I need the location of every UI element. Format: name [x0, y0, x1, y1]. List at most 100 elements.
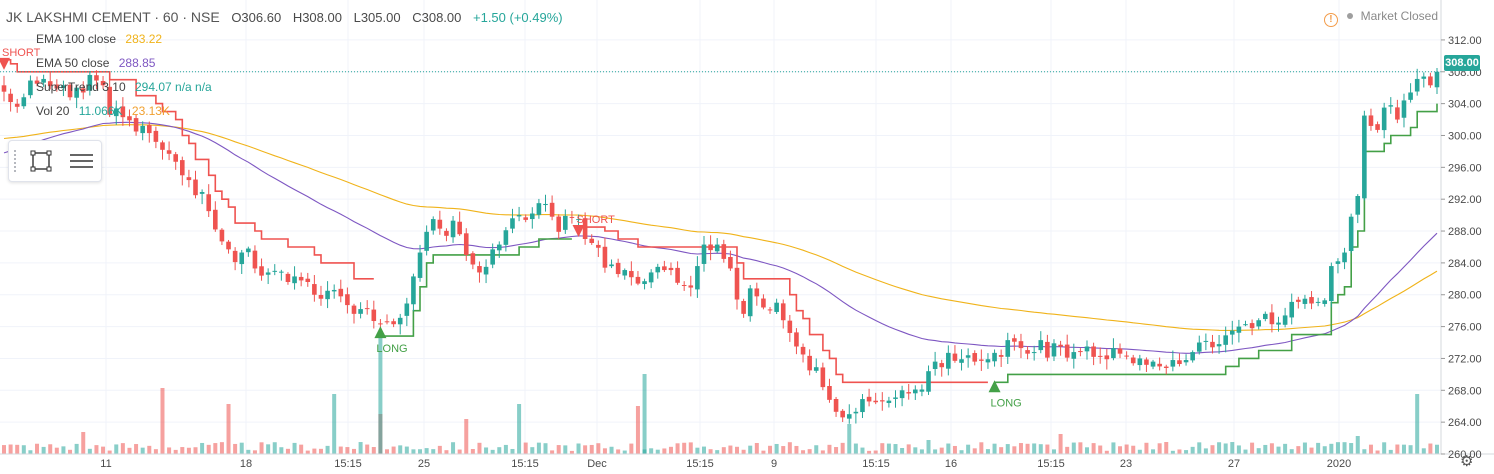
candle-body [1150, 361, 1156, 367]
candle-body [265, 272, 271, 275]
volume-bar [979, 442, 984, 454]
candle-body [675, 267, 680, 283]
candle-body [833, 399, 839, 412]
candle-body [1203, 340, 1209, 342]
candle-body [338, 288, 344, 297]
volume-bar [1005, 444, 1010, 454]
legend-ema50[interactable]: EMA 50 close 288.85 [36, 56, 155, 70]
candle-body [80, 88, 86, 93]
volume-bar [437, 445, 442, 454]
candle-body [1144, 359, 1149, 365]
candle-body [74, 87, 79, 98]
candle-body [767, 309, 773, 311]
drag-handle[interactable] [13, 149, 17, 173]
volume-bar [827, 444, 832, 454]
volume-bar [41, 446, 46, 454]
volume-bar [569, 450, 574, 454]
volume-bar [1098, 445, 1103, 454]
candle-body [926, 371, 931, 392]
volume-bar [1415, 394, 1420, 454]
candle-body [8, 93, 13, 103]
volume-bar [451, 442, 456, 454]
candle-body [153, 130, 159, 142]
y-tick-label: 288.00 [1448, 226, 1482, 238]
volume-bar [933, 449, 938, 454]
volume-bar [715, 450, 720, 454]
legend-label: EMA 100 close [36, 32, 117, 46]
volume-bar [312, 448, 317, 454]
volume-bar [1382, 442, 1387, 454]
candle-body [444, 230, 449, 236]
candle-body [1045, 341, 1050, 358]
candle-body [219, 229, 225, 242]
candle-body [1051, 343, 1057, 357]
candle-body [1091, 346, 1096, 357]
candle-body [998, 355, 1004, 357]
candle-body [642, 281, 647, 285]
candle-body [503, 230, 509, 245]
volume-bar [1316, 442, 1321, 454]
candle-body [1329, 266, 1334, 302]
volume-bar [1435, 444, 1439, 454]
candle-body [496, 244, 502, 251]
volume-bar [966, 444, 971, 454]
candle-body [549, 202, 555, 217]
volume-bar [563, 445, 568, 454]
volume-bar [378, 336, 383, 454]
volume-bar [616, 449, 621, 454]
candle-body [1368, 115, 1374, 126]
candle-body [490, 249, 495, 265]
candle-body [325, 290, 330, 300]
market-status-text: Market Closed [1360, 9, 1438, 23]
legend-supertrend[interactable]: SuperTrend 3 10 294.07 n/a n/a [36, 80, 212, 94]
candle-body [1190, 352, 1195, 361]
candle-body [1229, 330, 1235, 335]
drawing-toolbox [8, 140, 102, 182]
volume-bar [365, 444, 370, 454]
candle-body [529, 213, 535, 220]
candle-body [1381, 107, 1387, 131]
candle-body [1309, 297, 1314, 304]
volume-bar [741, 449, 746, 454]
candle-body [1104, 355, 1110, 360]
rectangle-tool-icon[interactable] [27, 147, 55, 175]
volume-bar [239, 442, 244, 454]
volume-bar [550, 450, 555, 454]
candle-body [807, 355, 812, 371]
list-menu-icon[interactable] [67, 147, 95, 175]
ohlc-close: C308.00 [412, 10, 462, 25]
volume-bar [1210, 445, 1215, 454]
candle-body [939, 363, 945, 368]
volume-bar [992, 443, 997, 454]
symbol-title[interactable]: JK LAKSHMI CEMENT · 60 · NSE [6, 9, 220, 25]
volume-bar [219, 442, 224, 454]
ohlc-open: O306.60 [231, 10, 282, 25]
legend-ema100[interactable]: EMA 100 close 283.22 [36, 32, 162, 46]
legend-value: n/a [195, 80, 212, 94]
candle-body [747, 288, 753, 317]
y-tick-label: 296.00 [1448, 162, 1482, 174]
legend-volume[interactable]: Vol 20 11.066K 23.13K [36, 104, 170, 118]
candle-body [246, 248, 251, 253]
volume-bar [754, 442, 759, 454]
volume-bar [834, 447, 839, 454]
settings-gear-icon[interactable]: ⚙ [1460, 453, 1474, 470]
volume-bar [1164, 442, 1169, 454]
candle-body [1170, 360, 1176, 367]
volume-bar [999, 447, 1004, 454]
market-status: ! Market Closed [1323, 9, 1438, 27]
candle-body [437, 219, 443, 229]
candle-body [113, 108, 119, 117]
volume-bar [622, 450, 627, 454]
warning-icon[interactable]: ! [1323, 13, 1338, 27]
volume-bar [101, 446, 106, 454]
volume-bar [807, 449, 812, 454]
volume-bar [952, 445, 957, 454]
legend-value: 23.13K [131, 104, 170, 118]
candle-body [1163, 366, 1169, 368]
volume-bar [853, 443, 858, 454]
volume-bar [1144, 442, 1149, 454]
volume-bar [523, 442, 528, 454]
volume-bar [1012, 446, 1017, 454]
